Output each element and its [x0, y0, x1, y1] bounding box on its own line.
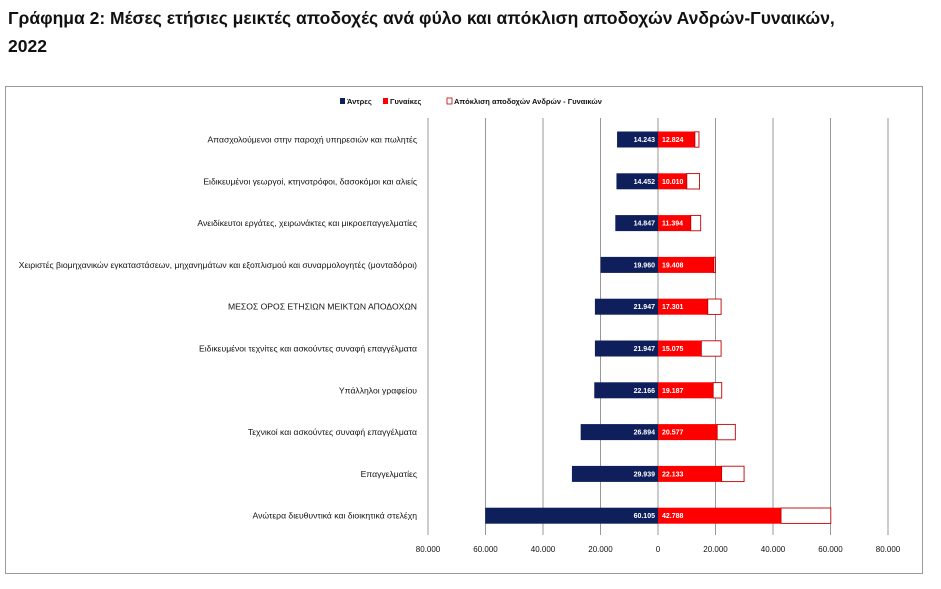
bar-men [615, 215, 658, 232]
data-label-women: 22.133 [662, 471, 684, 478]
gridlines [427, 118, 889, 535]
x-tick-label: 40.000 [531, 545, 556, 554]
category-label: Ανώτερα διευθυντικά και διοικητικά στελέ… [253, 511, 418, 521]
data-label-women: 17.301 [662, 304, 684, 311]
bar-gap [707, 298, 722, 315]
x-tick-label: 20.000 [588, 545, 613, 554]
category-label: Ειδικευμένοι τεχνίτες και ασκούντες συνα… [199, 344, 417, 354]
x-tick-label: 80.000 [416, 545, 441, 554]
data-label-men: 22.166 [634, 388, 656, 395]
data-label-men: 60.105 [634, 513, 656, 520]
bar-men [485, 507, 658, 524]
bar-men [571, 465, 658, 482]
bar-gap [712, 382, 723, 399]
data-label-men: 21.947 [634, 304, 656, 311]
bar-gap [721, 465, 745, 483]
legend-swatch [383, 98, 388, 104]
page-title: Γράφημα 2: Μέσες ετήσιες μεικτές αποδοχέ… [8, 4, 928, 60]
bar-women [658, 465, 722, 482]
x-tick-label: 40.000 [761, 545, 786, 554]
bar-women [658, 215, 691, 232]
legend-label: Απόκλιση αποδοχών Ανδρών - Γυναικών [454, 97, 602, 106]
bar-men [594, 340, 658, 357]
bar-gap [713, 256, 716, 274]
data-label-men: 26.894 [634, 430, 656, 437]
title-line-2: 2022 [8, 36, 47, 56]
category-label: Απασχολούμενοι στην παροχή υπηρεσιών και… [207, 135, 417, 145]
x-tick-label: 0 [656, 545, 661, 554]
data-label-women: 12.824 [662, 137, 684, 144]
data-label-men: 14.452 [634, 179, 656, 186]
category-label: Ειδικευμένοι γεωργοί, κτηνοτρόφοι, δασοκ… [203, 176, 417, 186]
category-label: Επαγγελματίες [361, 469, 417, 479]
legend: Άντρες Γυναίκες Απόκλιση αποδοχών Ανδρών -… [340, 97, 602, 106]
bars: 14.243 12.824 14.452 10.010 14.847 11.394 19.9… [485, 131, 832, 524]
bar-men [594, 298, 658, 315]
bar-men [580, 424, 658, 441]
bar-women [658, 256, 714, 273]
bar-men [617, 131, 658, 148]
bar-women [658, 507, 782, 524]
bar-women [658, 131, 695, 148]
category-label: ΜΕΣΟΣ ΟΡΟΣ ΕΤΗΣΙΩΝ ΜΕΙΚΤΩΝ ΑΠΟΔΟΧΩΝ [228, 302, 417, 312]
bar-women [658, 298, 708, 315]
legend-swatch [340, 98, 345, 104]
chart-frame [5, 86, 923, 574]
bar-gap [690, 214, 702, 232]
data-label-men: 21.947 [634, 346, 656, 353]
bar-men [600, 256, 658, 273]
legend-label: Γυναίκες [390, 97, 421, 106]
category-label: Τεχνικοί και ασκούντες συναφή επαγγέλματ… [248, 427, 417, 437]
category-labels: Απασχολούμενοι στην παροχή υπηρεσιών και… [19, 135, 418, 521]
x-tick-label: 60.000 [818, 545, 843, 554]
data-label-women: 19.187 [662, 388, 684, 395]
bar-women [658, 340, 702, 357]
data-label-men: 29.939 [634, 471, 656, 478]
legend-label: Άντρες [347, 97, 372, 106]
data-label-women: 42.788 [662, 513, 684, 520]
data-label-women: 11.394 [662, 221, 683, 228]
bar-women [658, 424, 718, 441]
data-label-men: 14.243 [634, 137, 656, 144]
bar-men [594, 382, 658, 399]
category-label: Χειριστές βιομηχανικών εγκαταστάσεων, μη… [19, 260, 417, 270]
legend-swatch [446, 97, 453, 105]
bar-gap [780, 507, 832, 524]
data-label-men: 14.847 [634, 221, 656, 228]
bar-women [658, 173, 687, 190]
bar-gap [716, 423, 736, 441]
data-label-women: 19.408 [662, 262, 684, 269]
data-label-women: 20.577 [662, 430, 684, 437]
bar-gap [694, 131, 700, 148]
bar-gap [700, 340, 722, 357]
data-label-women: 10.010 [662, 179, 684, 186]
x-tick-labels: 80.000 60.000 40.000 20.000 0 20.000 40.000 60.… [416, 545, 901, 554]
category-label: Υπάλληλοι γραφείου [339, 385, 417, 395]
x-tick-label: 80.000 [876, 545, 901, 554]
bar-women [658, 382, 714, 399]
title-line-1: Γράφημα 2: Μέσες ετήσιες μεικτές αποδοχέ… [8, 8, 835, 28]
category-label: Ανειδίκευτοι εργάτες, χειρωνάκτες και μι… [197, 218, 417, 228]
x-tick-label: 20.000 [703, 545, 728, 554]
data-label-men: 19.960 [634, 262, 656, 269]
data-label-women: 15.075 [662, 346, 684, 353]
bar-gap [686, 173, 700, 190]
bar-men [616, 173, 658, 190]
x-tick-label: 60.000 [473, 545, 498, 554]
